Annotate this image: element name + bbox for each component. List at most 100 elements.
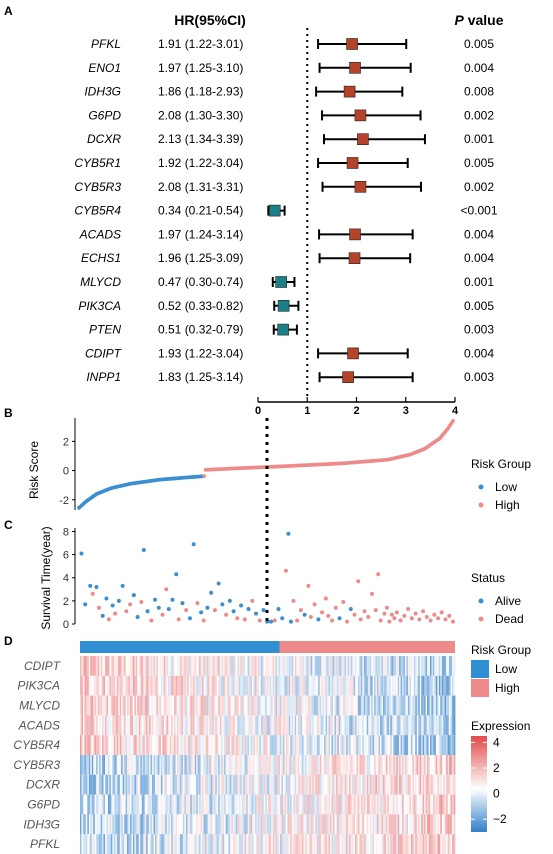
- heatmap-cell: [319, 735, 322, 755]
- heatmap-cell: [247, 695, 250, 716]
- heatmap-cell: [418, 814, 421, 835]
- heatmap-cell: [450, 794, 453, 815]
- heatmap-cell: [294, 794, 297, 815]
- heatmap-cell: [337, 774, 340, 795]
- heatmap-cell: [347, 715, 350, 736]
- heatmap-cell: [422, 675, 425, 696]
- heatmap-cell: [372, 656, 375, 676]
- heatmap-cell: [156, 675, 159, 696]
- heatmap-cell: [271, 715, 274, 736]
- heatmap-cell: [271, 794, 274, 815]
- heatmap-cell: [369, 715, 372, 736]
- heatmap-cell: [441, 794, 444, 815]
- heatmap-cell: [407, 834, 410, 854]
- heatmap-cell: [163, 774, 166, 795]
- heatmap-cell: [235, 675, 238, 696]
- heatmap-cell: [181, 814, 184, 835]
- heatmap-cell: [391, 834, 394, 854]
- heatmap-cell: [363, 735, 366, 755]
- heatmap-cell: [450, 675, 453, 696]
- heatmap-cell: [288, 814, 291, 835]
- heatmap-cell: [312, 675, 315, 696]
- heatmap-cell: [97, 735, 100, 755]
- hr-point: [342, 371, 354, 384]
- heatmap-cell: [340, 715, 343, 736]
- heatmap-cell: [297, 715, 300, 736]
- heatmap-cell: [178, 675, 181, 696]
- heatmap-cell: [346, 794, 349, 815]
- heatmap-cell: [100, 695, 103, 716]
- survival-point: [288, 619, 293, 624]
- heatmap-cell: [230, 695, 232, 716]
- heatmap-cell: [449, 794, 451, 815]
- heatmap-cell: [359, 695, 362, 716]
- heatmap-cell: [227, 774, 229, 795]
- heatmap-cell: [212, 774, 215, 795]
- heatmap-cell: [180, 774, 182, 795]
- heatmap-cell: [360, 715, 363, 736]
- heatmap-cell: [84, 794, 87, 815]
- heatmap-cell: [318, 774, 321, 795]
- heatmap-cell: [344, 794, 347, 815]
- heatmap-cell: [319, 774, 322, 795]
- heatmap-cell: [207, 774, 210, 795]
- heatmap-cell: [352, 755, 354, 775]
- heatmap-cell: [137, 774, 140, 795]
- heatmap-cell: [449, 834, 451, 854]
- survival-point: [166, 606, 171, 611]
- heatmap-cell: [453, 814, 456, 835]
- heatmap-cell: [131, 735, 134, 755]
- heatmap-cell: [357, 715, 360, 736]
- heatmap-cell: [397, 794, 400, 815]
- heatmap-cell: [306, 695, 309, 716]
- heatmap-cell: [234, 834, 237, 854]
- panel-label-a: A: [4, 4, 13, 18]
- heatmap-cell: [427, 814, 429, 835]
- heatmap-cell: [352, 715, 354, 736]
- heatmap-cell: [381, 834, 384, 854]
- heatmap-cell: [197, 755, 200, 775]
- heatmap-cell: [340, 834, 343, 854]
- heatmap-cell: [178, 774, 181, 795]
- heatmap-cell: [160, 755, 163, 775]
- heatmap-cell: [352, 656, 354, 676]
- heatmap-cell: [322, 774, 325, 795]
- heatmap-cell: [256, 735, 259, 755]
- heatmap-cell: [416, 656, 419, 676]
- heatmap-cell: [112, 695, 115, 716]
- heatmap-cell: [293, 794, 296, 815]
- heatmap-cell: [125, 814, 128, 835]
- heatmap-cell: [380, 814, 382, 835]
- heatmap-cell: [388, 814, 391, 835]
- heatmap-cell: [447, 755, 450, 775]
- heatmap-cell: [124, 774, 126, 795]
- heatmap-cell: [230, 755, 232, 775]
- heatmap-cell: [197, 794, 200, 815]
- heatmap-cell: [210, 755, 213, 775]
- heatmap-cell: [400, 755, 403, 775]
- heatmap-cell: [215, 755, 218, 775]
- heatmap-cell: [149, 755, 151, 775]
- heatmap-cell: [290, 735, 293, 755]
- heatmap-cell: [387, 774, 390, 795]
- heatmap-cell: [144, 774, 147, 795]
- heatmap-cell: [349, 675, 351, 696]
- forest-tick-label: 1: [304, 405, 310, 417]
- heatmap-cell: [338, 774, 341, 795]
- heatmap-cell: [300, 794, 303, 815]
- heatmap-cell: [419, 735, 422, 755]
- gene-label: ACADS: [79, 227, 121, 241]
- heatmap-cell: [222, 774, 225, 795]
- heatmap-cell: [115, 774, 118, 795]
- heatmap-cell: [371, 814, 374, 835]
- heatmap-cell: [269, 814, 272, 835]
- heatmap-cell: [159, 695, 162, 716]
- heatmap-cell: [150, 834, 153, 854]
- heatmap-cell: [249, 735, 251, 755]
- hr-text: 0.51 (0.32-0.79): [158, 323, 243, 337]
- heatmap-cell: [144, 814, 147, 835]
- heatmap-cell: [343, 834, 346, 854]
- heatmap-cell: [241, 715, 244, 736]
- heatmap-cell: [110, 794, 113, 815]
- heatmap-cell: [82, 675, 85, 696]
